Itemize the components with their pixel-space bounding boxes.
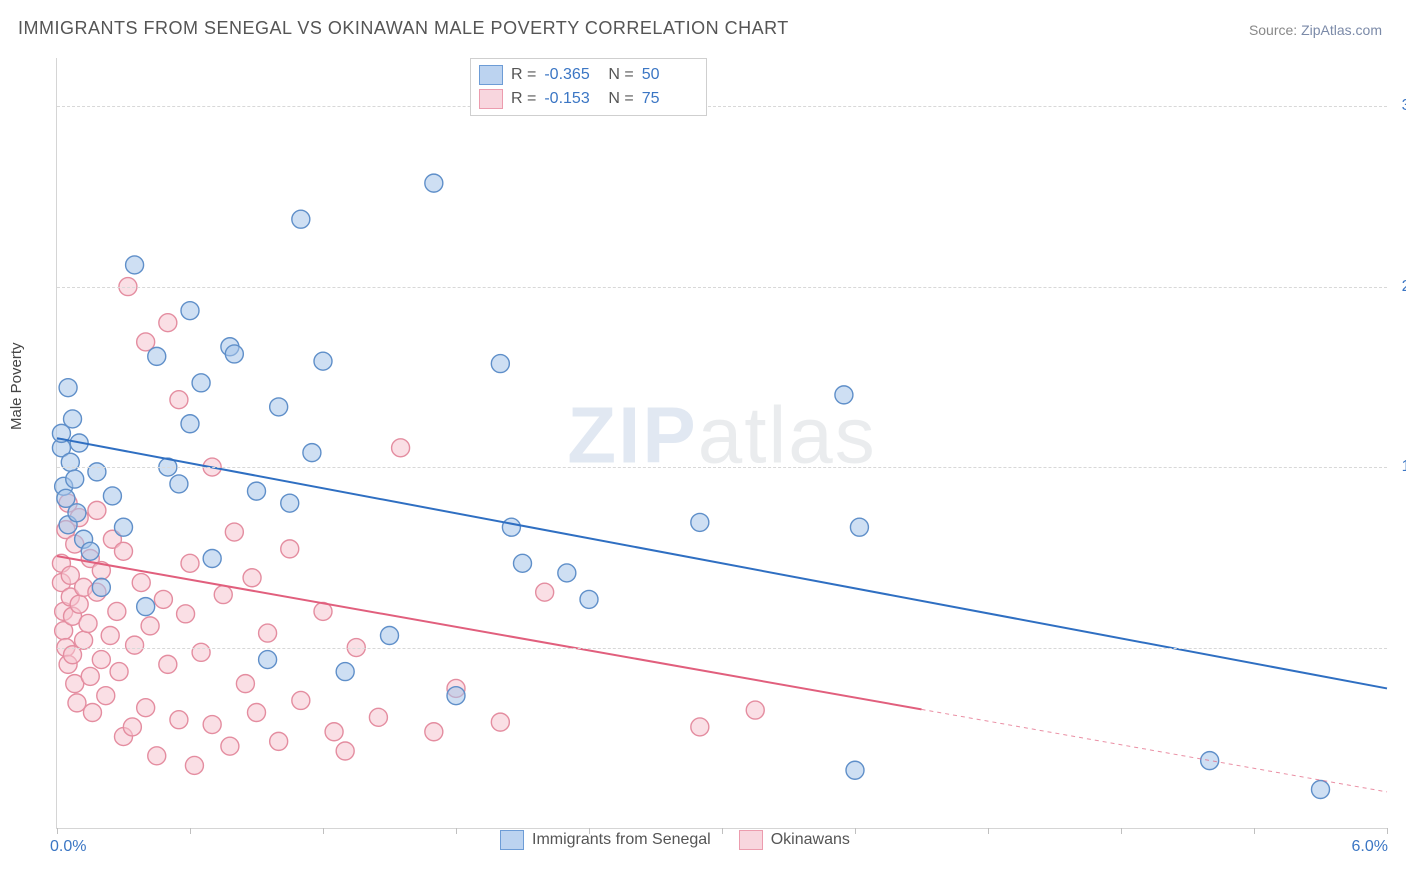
y-tick-label: 7.5% bbox=[1387, 639, 1406, 657]
legend-r-value-1: -0.365 bbox=[544, 66, 600, 84]
y-axis-label: Male Poverty bbox=[8, 342, 25, 430]
source-link[interactable]: ZipAtlas.com bbox=[1301, 22, 1382, 38]
legend-n-value-1: 50 bbox=[642, 66, 698, 84]
series-legend-item-1: Immigrants from Senegal bbox=[500, 830, 711, 850]
x-tick bbox=[855, 828, 856, 834]
x-tick bbox=[988, 828, 989, 834]
x-tick bbox=[1254, 828, 1255, 834]
x-axis-min-label: 0.0% bbox=[50, 838, 86, 856]
series-swatch-1 bbox=[500, 830, 524, 850]
gridline bbox=[57, 648, 1387, 649]
x-tick bbox=[1387, 828, 1388, 834]
y-tick-label: 15.0% bbox=[1387, 458, 1406, 476]
series-legend-item-2: Okinawans bbox=[739, 830, 850, 850]
plot-area: ZIPatlas 7.5%15.0%22.5%30.0% bbox=[56, 58, 1387, 829]
correlation-legend: R = -0.365 N = 50 R = -0.153 N = 75 bbox=[470, 58, 707, 116]
gridline bbox=[57, 467, 1387, 468]
legend-n-label: N = bbox=[608, 90, 633, 108]
y-tick-label: 30.0% bbox=[1387, 97, 1406, 115]
y-tick-label: 22.5% bbox=[1387, 278, 1406, 296]
legend-r-label: R = bbox=[511, 90, 536, 108]
x-axis-max-label: 6.0% bbox=[1352, 838, 1388, 856]
legend-n-label: N = bbox=[608, 66, 633, 84]
chart-title: IMMIGRANTS FROM SENEGAL VS OKINAWAN MALE… bbox=[18, 18, 789, 39]
legend-r-value-2: -0.153 bbox=[544, 90, 600, 108]
x-tick bbox=[1121, 828, 1122, 834]
x-tick bbox=[190, 828, 191, 834]
legend-row-series-1: R = -0.365 N = 50 bbox=[477, 63, 700, 87]
series-swatch-2 bbox=[739, 830, 763, 850]
chart-svg bbox=[57, 58, 1387, 828]
x-tick bbox=[57, 828, 58, 834]
series-name-1: Immigrants from Senegal bbox=[532, 831, 711, 849]
gridline bbox=[57, 287, 1387, 288]
legend-n-value-2: 75 bbox=[642, 90, 698, 108]
gridline bbox=[57, 106, 1387, 107]
legend-r-label: R = bbox=[511, 66, 536, 84]
legend-row-series-2: R = -0.153 N = 75 bbox=[477, 87, 700, 111]
series-legend: Immigrants from Senegal Okinawans bbox=[500, 830, 850, 850]
legend-swatch-series-2 bbox=[479, 89, 503, 109]
legend-swatch-series-1 bbox=[479, 65, 503, 85]
source-label: Source: bbox=[1249, 22, 1297, 38]
x-tick bbox=[456, 828, 457, 834]
series-name-2: Okinawans bbox=[771, 831, 850, 849]
x-tick bbox=[323, 828, 324, 834]
source-attribution: Source: ZipAtlas.com bbox=[1249, 22, 1382, 38]
